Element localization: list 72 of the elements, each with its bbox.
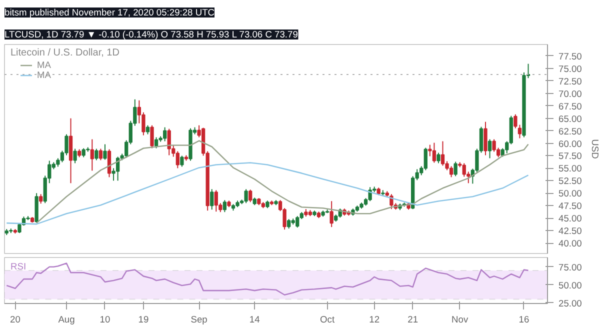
candlestick: [432, 142, 436, 164]
candlestick: [368, 186, 372, 202]
legend-label: MA: [37, 60, 52, 70]
candlestick: [244, 188, 248, 204]
x-tick-label: 19: [138, 314, 149, 324]
candlestick: [98, 148, 103, 161]
candlestick: [390, 194, 394, 210]
candlestick: [90, 138, 94, 172]
y-tick-label: 57.50: [558, 151, 582, 162]
x-tick-label: Oct: [320, 314, 335, 324]
candlestick: [449, 166, 454, 178]
y-tick-label: 75.00: [558, 262, 582, 272]
candlestick: [222, 200, 227, 213]
series-label: RSI: [10, 262, 26, 272]
y-tick-label: 55.00: [558, 164, 582, 174]
candlestick: [296, 216, 300, 228]
y-tick-label: 75.00: [558, 64, 582, 74]
y-tick-label: 25.00: [558, 298, 582, 308]
candlestick: [462, 162, 466, 178]
y-tick-label: 62.50: [558, 126, 582, 136]
candlestick: [484, 121, 488, 156]
y-tick-label: 47.50: [558, 201, 582, 212]
y-tick-label: 50.00: [558, 280, 582, 290]
y-tick-label: 67.50: [558, 101, 582, 112]
x-tick-label: 16: [518, 314, 530, 324]
y-axis-title: USD: [590, 139, 600, 160]
y-tick-label: 60.00: [558, 138, 582, 149]
candlestick: [103, 144, 107, 160]
y-tick-label: 50.00: [558, 188, 582, 199]
candlestick: [68, 118, 73, 184]
y-tick-label: 65.00: [558, 114, 582, 124]
candlestick: [454, 161, 458, 177]
line-series: [6, 162, 529, 225]
candlestick: [94, 148, 98, 161]
x-tick-label: 10: [100, 314, 110, 324]
y-tick-label: 72.50: [558, 76, 582, 86]
candlestick: [39, 194, 43, 204]
x-tick-label: 14: [249, 314, 260, 324]
candlestick: [440, 140, 445, 166]
candlestick: [210, 188, 214, 210]
x-tick-label: Nov: [452, 314, 468, 324]
line-series: [6, 262, 529, 296]
candlestick: [150, 124, 154, 149]
candlestick: [436, 152, 440, 164]
candlestick: [107, 148, 112, 178]
y-tick-label: 77.50: [558, 51, 582, 62]
candlestick: [424, 147, 428, 171]
y-tick-label: 45.00: [558, 214, 582, 224]
legend-label: MA: [37, 70, 52, 80]
x-tick-label: 12: [369, 314, 380, 324]
x-tick-label: Aug: [58, 314, 75, 324]
candlestick: [214, 190, 218, 212]
x-tick-label: 21: [408, 314, 418, 324]
candlestick: [287, 218, 291, 230]
candlestick: [180, 155, 184, 168]
y-tick-label: 42.50: [558, 226, 582, 236]
candlestick: [428, 144, 432, 157]
y-tick-label: 40.00: [558, 238, 582, 249]
candlestick: [248, 189, 252, 203]
chart-subtitle: LTCUSD, 1D 73.79 ▼ -0.10 (-0.14%) O 73.58 H 75.93 L 73.06 C 73.79: [4, 30, 298, 40]
y-tick-label: 70.00: [558, 88, 582, 99]
chart-title: Litecoin / U.S. Dollar, 1D: [10, 48, 120, 58]
y-tick-label: 52.50: [558, 176, 582, 186]
text: bitsm published November 17, 2020 05:29:28 UTC: [4, 8, 215, 18]
candlestick: [330, 200, 334, 228]
candlestick: [488, 138, 492, 159]
candlestick: [176, 150, 180, 169]
candlestick: [73, 148, 77, 164]
x-tick-label: Sep: [190, 314, 208, 324]
x-tick-label: 20: [10, 314, 20, 324]
candlestick: [154, 136, 158, 149]
candlestick: [492, 138, 496, 152]
